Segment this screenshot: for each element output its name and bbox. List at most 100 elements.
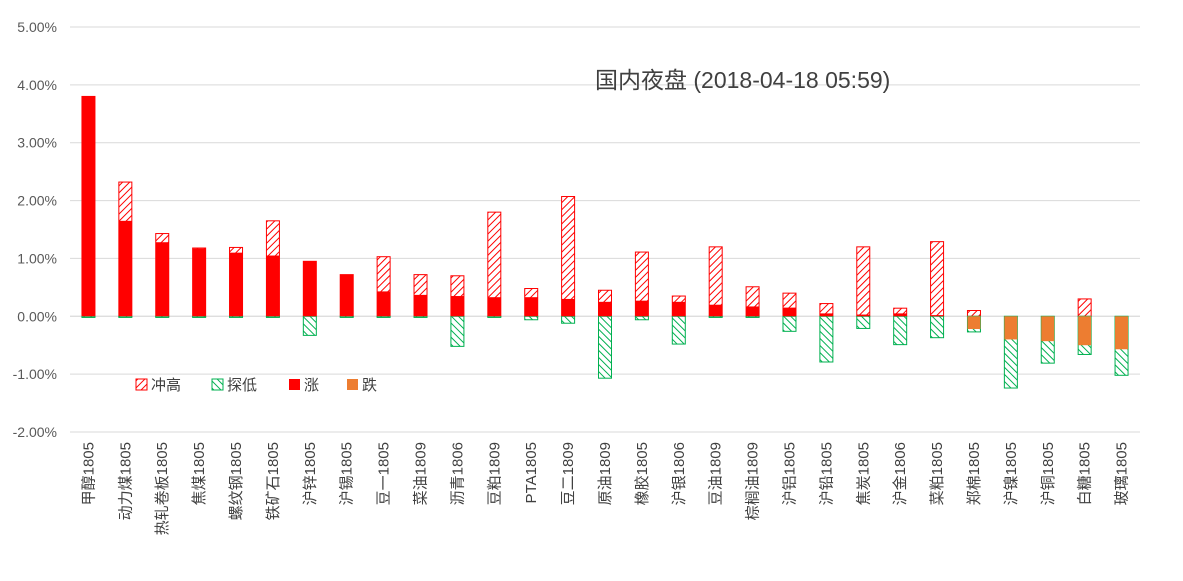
- bar-low-19: [782, 315, 797, 332]
- bar-up-10: [450, 296, 464, 317]
- bar-down-27: [1078, 316, 1092, 346]
- bar-low-10: [450, 315, 465, 347]
- bar-low-18: [745, 315, 760, 318]
- bar-up-9: [414, 294, 428, 317]
- bar-up-22: [893, 313, 907, 317]
- bar-down-24: [967, 316, 981, 330]
- bar-high-24: [966, 310, 981, 317]
- x-category-label: 棕榈油1809: [745, 442, 762, 520]
- bar-low-17: [708, 315, 723, 318]
- x-category-label: 甲醇1805: [80, 442, 97, 505]
- bar-low-11: [487, 315, 502, 318]
- bar-up-2: [155, 242, 169, 317]
- bar-low-13: [561, 315, 576, 324]
- x-category-label: 螺纹钢1805: [228, 442, 245, 520]
- x-category-label: 沪锡1805: [339, 442, 356, 505]
- bar-up-14: [598, 301, 612, 317]
- bar-high-21: [856, 246, 871, 317]
- bar-up-6: [303, 261, 317, 317]
- x-category-label: 原油1809: [597, 442, 614, 505]
- x-category-label: PTA1805: [523, 442, 540, 503]
- bar-low-1: [118, 315, 133, 318]
- x-category-label: 焦炭1805: [855, 442, 872, 505]
- x-category-label: 沪金1806: [892, 442, 909, 505]
- bar-low-16: [671, 315, 686, 345]
- y-tick-label: 5.00%: [17, 19, 57, 35]
- legend-swatch-0: [135, 378, 148, 391]
- bar-down-25: [1004, 316, 1018, 340]
- y-tick-label: 1.00%: [17, 250, 57, 266]
- x-category-label: 玻璃1805: [1114, 442, 1131, 505]
- bar-up-3: [192, 248, 206, 317]
- x-category-label: 菜粕1805: [929, 442, 946, 505]
- bar-up-20: [819, 313, 833, 317]
- bar-up-23: [930, 315, 944, 317]
- legend-label-3: 跌: [362, 377, 377, 394]
- x-category-label: 豆二1809: [560, 442, 577, 505]
- bar-up-11: [487, 297, 501, 317]
- y-tick-label: 4.00%: [17, 77, 57, 93]
- x-category-label: 热轧卷板1805: [153, 442, 171, 535]
- bar-up-0: [81, 96, 95, 317]
- bar-down-28: [1115, 316, 1129, 350]
- bar-up-18: [746, 306, 760, 317]
- bar-low-21: [856, 315, 871, 329]
- bar-up-5: [266, 255, 280, 317]
- x-category-label: 沪铜1805: [1040, 442, 1057, 505]
- bar-low-15: [634, 315, 649, 321]
- x-category-label: 沪镍1805: [1002, 442, 1020, 505]
- bar-up-19: [782, 307, 796, 317]
- x-category-label: 沥青1806: [449, 442, 466, 505]
- bar-low-23: [930, 315, 945, 339]
- bar-low-12: [524, 315, 539, 321]
- y-axis-tick-labels: -2.00% -1.00% 0.00% 1.00% 2.00% 3.00% 4.00% 5.0…: [13, 19, 57, 440]
- x-category-label: 沪银1806: [671, 442, 688, 505]
- legend-label-1: 探低: [227, 377, 257, 394]
- legend-swatch-2: [289, 379, 300, 390]
- y-tick-label: 2.00%: [17, 193, 57, 209]
- bar-high-23: [930, 241, 945, 317]
- bar-low-7: [339, 315, 354, 318]
- bar-up-13: [561, 298, 575, 317]
- bar-down-26: [1041, 316, 1055, 342]
- x-category-label: 橡胶1805: [634, 442, 651, 505]
- x-axis-category-labels: 甲醇1805 动力煤1805 热轧卷板1805 焦煤1805 螺纹钢1805 铁矿石180…: [80, 442, 1130, 535]
- bar-up-15: [635, 300, 649, 317]
- x-category-label: 白糖1805: [1077, 442, 1094, 505]
- x-category-label: 动力煤1805: [117, 442, 134, 520]
- bar-low-3: [192, 315, 207, 318]
- bar-low-20: [819, 315, 834, 363]
- x-category-label: 焦煤1805: [191, 442, 208, 505]
- legend-label-2: 涨: [304, 377, 319, 394]
- bar-high-27: [1077, 298, 1092, 317]
- bar-low-4: [229, 315, 244, 318]
- bar-low-2: [155, 315, 170, 318]
- bar-up-7: [340, 274, 354, 317]
- bar-low-8: [376, 315, 391, 318]
- bar-up-8: [377, 291, 391, 317]
- bar-up-17: [709, 304, 723, 317]
- legend: 冲高 探低 涨 跌: [135, 377, 377, 394]
- bar-low-5: [265, 315, 280, 318]
- chart-title: 国内夜盘 (2018-04-18 05:59): [595, 67, 890, 93]
- legend-swatch-3: [347, 379, 358, 390]
- bar-low-14: [598, 315, 612, 379]
- legend-swatch-1: [211, 378, 224, 391]
- x-category-label: 铁矿石1805: [265, 442, 282, 520]
- bar-high-13: [561, 196, 576, 317]
- bar-up-12: [524, 297, 538, 317]
- bar-up-21: [856, 314, 870, 317]
- bar-low-9: [413, 315, 428, 318]
- bar-up-1: [118, 220, 132, 317]
- y-tick-label: -1.00%: [13, 366, 57, 382]
- y-tick-label: 0.00%: [17, 308, 57, 324]
- x-category-label: 沪铅1805: [818, 442, 835, 505]
- x-category-label: 沪铝1805: [781, 442, 798, 505]
- bar-low-22: [893, 315, 908, 346]
- bar-low-6: [302, 315, 317, 336]
- legend-label-0: 冲高: [151, 377, 181, 394]
- x-category-label: 郑棉1805: [966, 442, 983, 505]
- y-tick-label: 3.00%: [17, 135, 57, 151]
